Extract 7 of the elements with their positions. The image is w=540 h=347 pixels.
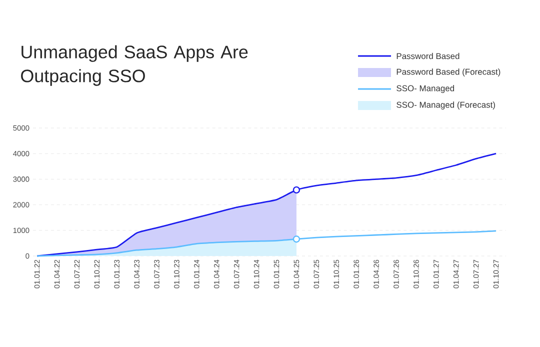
legend-label: SSO- Managed (Forecast): [396, 102, 495, 110]
legend-label: Password Based: [396, 52, 460, 60]
line-series: [36, 230, 497, 257]
chart-title: Unmanaged SaaS Apps Are Outpacing SSO: [21, 45, 248, 86]
legend-label: Password Based (Forecast): [396, 68, 500, 76]
legend-label: SSO- Managed: [396, 85, 454, 93]
line-series: [36, 152, 497, 257]
